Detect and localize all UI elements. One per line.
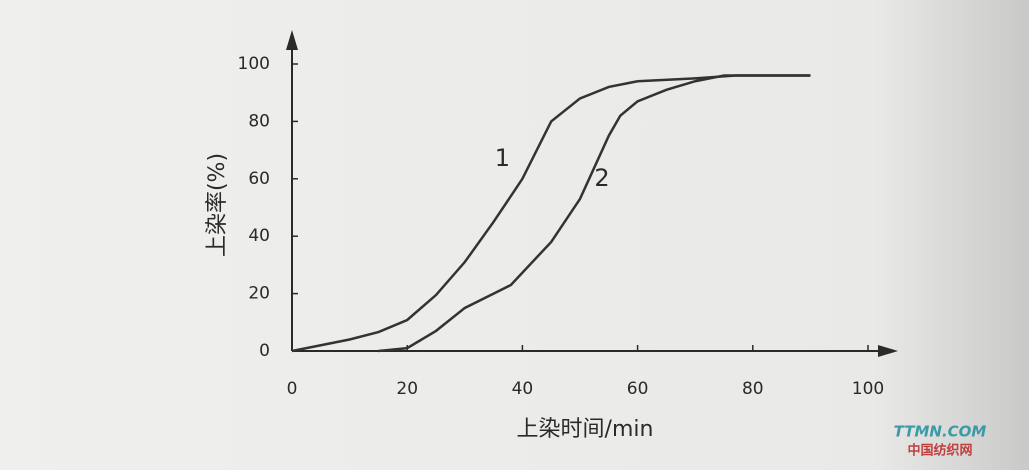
y-tick-label: 20	[248, 284, 270, 304]
y-tick-label: 40	[248, 226, 270, 246]
x-tick-label: 60	[627, 379, 649, 399]
x-tick-label: 0	[287, 379, 298, 399]
x-axis-label: 上染时间/min	[517, 417, 654, 442]
y-arrow	[286, 30, 298, 50]
x-tick-label: 80	[742, 379, 764, 399]
x-arrow	[878, 345, 898, 357]
series-label: 2	[594, 164, 609, 192]
watermark: 中国纺织网	[907, 443, 972, 459]
y-axis-label: 上染率(%)	[205, 153, 230, 257]
y-tick-label: 60	[248, 169, 270, 189]
x-tick-label: 40	[512, 379, 534, 399]
y-tick-label: 100	[238, 54, 270, 74]
x-tick-label: 20	[396, 379, 418, 399]
x-tick-label: 100	[852, 379, 884, 399]
y-tick-label: 0	[259, 341, 270, 361]
series-line	[378, 74, 811, 353]
series-line	[291, 74, 811, 353]
watermark: TTMN.COM	[894, 423, 987, 441]
series-label: 1	[495, 144, 510, 172]
y-tick-label: 80	[248, 111, 270, 131]
